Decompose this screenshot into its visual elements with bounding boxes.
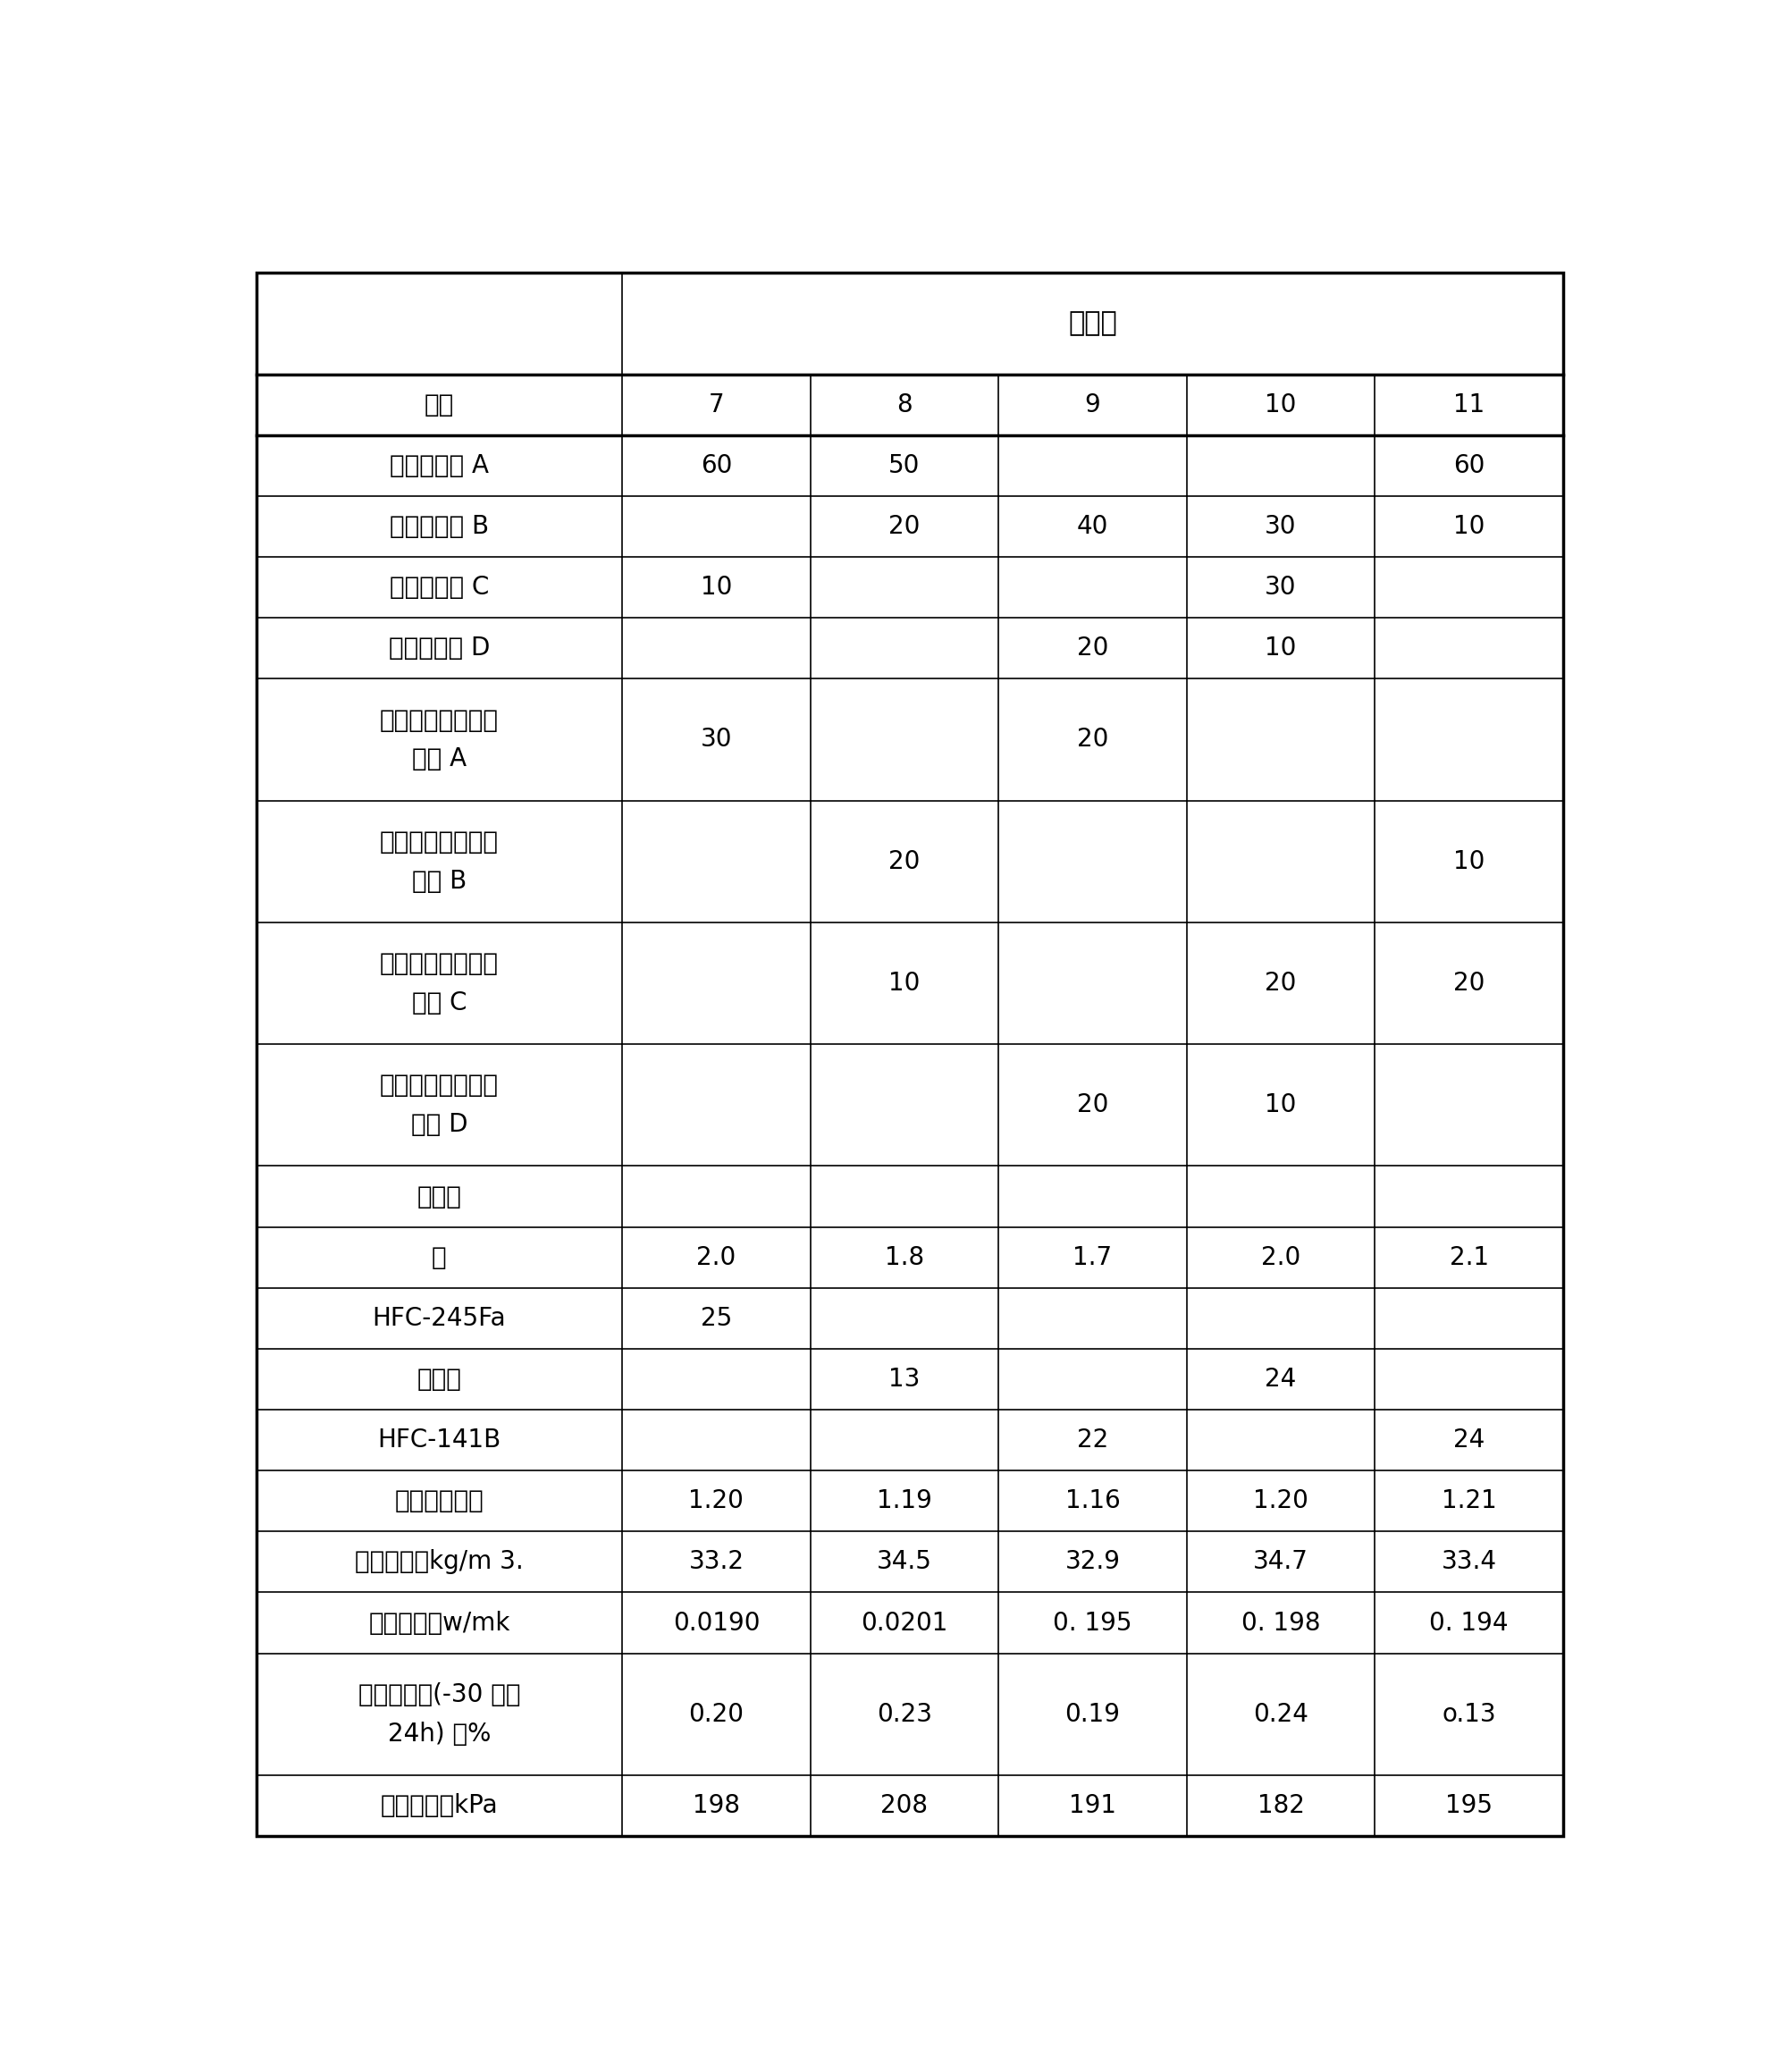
Text: 11: 11 bbox=[1454, 392, 1484, 416]
Text: o.13: o.13 bbox=[1441, 1701, 1496, 1726]
Text: 1.21: 1.21 bbox=[1441, 1488, 1496, 1513]
Text: 30: 30 bbox=[1266, 574, 1298, 599]
Text: 0. 198: 0. 198 bbox=[1241, 1610, 1321, 1635]
Text: 25: 25 bbox=[701, 1305, 731, 1330]
Text: 尺寸稳定性(-30 度，: 尺寸稳定性(-30 度， bbox=[359, 1682, 520, 1707]
Text: 1.7: 1.7 bbox=[1072, 1245, 1113, 1270]
Text: 13: 13 bbox=[889, 1368, 919, 1392]
Text: 34.5: 34.5 bbox=[877, 1550, 932, 1575]
Text: 10: 10 bbox=[701, 574, 731, 599]
Text: 催化剂: 催化剂 bbox=[417, 1183, 462, 1208]
Text: 2.1: 2.1 bbox=[1450, 1245, 1489, 1270]
Text: 60: 60 bbox=[701, 454, 731, 479]
Text: 195: 195 bbox=[1445, 1792, 1493, 1817]
Text: 20: 20 bbox=[889, 850, 919, 874]
Text: 1.16: 1.16 bbox=[1065, 1488, 1120, 1513]
Text: 生物基硬泡聚醚多: 生物基硬泡聚醚多 bbox=[380, 951, 499, 976]
Text: 30: 30 bbox=[701, 727, 731, 752]
Text: HFC-141B: HFC-141B bbox=[378, 1428, 501, 1452]
Text: 24h) ，%: 24h) ，% bbox=[387, 1722, 490, 1747]
Text: 元醇 D: 元醇 D bbox=[410, 1113, 467, 1138]
Text: 10: 10 bbox=[1266, 392, 1298, 416]
Text: 24: 24 bbox=[1454, 1428, 1484, 1452]
Text: 生物基硬泡聚醚多: 生物基硬泡聚醚多 bbox=[380, 829, 499, 854]
Text: 20: 20 bbox=[1077, 1092, 1108, 1117]
Text: 10: 10 bbox=[1454, 850, 1486, 874]
Text: 元醇 C: 元醇 C bbox=[412, 990, 467, 1015]
Text: 聚醚多元醇 D: 聚醚多元醇 D bbox=[389, 636, 490, 661]
Text: 34.7: 34.7 bbox=[1253, 1550, 1308, 1575]
Text: 0. 194: 0. 194 bbox=[1429, 1610, 1509, 1635]
Text: 2.0: 2.0 bbox=[1260, 1245, 1301, 1270]
Text: 1.8: 1.8 bbox=[884, 1245, 925, 1270]
Text: 1.20: 1.20 bbox=[689, 1488, 744, 1513]
Text: 10: 10 bbox=[1266, 636, 1298, 661]
Text: 异氰酸酯指数: 异氰酸酯指数 bbox=[394, 1488, 485, 1513]
Text: 压缩强度，kPa: 压缩强度，kPa bbox=[380, 1792, 499, 1817]
Text: 0.20: 0.20 bbox=[689, 1701, 744, 1726]
Text: 0.0201: 0.0201 bbox=[861, 1610, 948, 1635]
Text: 40: 40 bbox=[1077, 514, 1108, 539]
Text: 导热系数，w/mk: 导热系数，w/mk bbox=[369, 1610, 509, 1635]
Text: 0.19: 0.19 bbox=[1065, 1701, 1120, 1726]
Text: 0.0190: 0.0190 bbox=[673, 1610, 760, 1635]
Text: 元醇 B: 元醇 B bbox=[412, 868, 467, 893]
Text: 32.9: 32.9 bbox=[1065, 1550, 1120, 1575]
Text: 聚醚多元醇 C: 聚醚多元醇 C bbox=[389, 574, 488, 599]
Text: 20: 20 bbox=[1077, 636, 1108, 661]
Text: 182: 182 bbox=[1257, 1792, 1305, 1817]
Text: 聚醚多元醇 A: 聚醚多元醇 A bbox=[390, 454, 488, 479]
Text: 33.2: 33.2 bbox=[689, 1550, 744, 1575]
Text: 生物基硬泡聚醚多: 生物基硬泡聚醚多 bbox=[380, 709, 499, 733]
Text: 24: 24 bbox=[1266, 1368, 1296, 1392]
Text: HFC-245Fa: HFC-245Fa bbox=[373, 1305, 506, 1330]
Text: 9: 9 bbox=[1085, 392, 1100, 416]
Text: 2.0: 2.0 bbox=[696, 1245, 737, 1270]
Text: 10: 10 bbox=[1454, 514, 1486, 539]
Text: 22: 22 bbox=[1077, 1428, 1108, 1452]
Text: 聚醚多元醇 B: 聚醚多元醇 B bbox=[389, 514, 488, 539]
Text: 元醇 A: 元醇 A bbox=[412, 746, 467, 771]
Text: 编号: 编号 bbox=[424, 392, 454, 416]
Text: 1.20: 1.20 bbox=[1253, 1488, 1308, 1513]
Text: 环戊烷: 环戊烷 bbox=[417, 1368, 462, 1392]
Text: 50: 50 bbox=[889, 454, 919, 479]
Text: 实施例: 实施例 bbox=[1069, 311, 1116, 336]
Text: 20: 20 bbox=[889, 514, 919, 539]
Text: 0.23: 0.23 bbox=[877, 1701, 932, 1726]
Text: 33.4: 33.4 bbox=[1441, 1550, 1496, 1575]
Text: 10: 10 bbox=[1266, 1092, 1298, 1117]
Text: 8: 8 bbox=[896, 392, 912, 416]
Text: 7: 7 bbox=[708, 392, 724, 416]
Text: 20: 20 bbox=[1266, 972, 1298, 997]
Text: 水: 水 bbox=[431, 1245, 447, 1270]
Text: 60: 60 bbox=[1454, 454, 1486, 479]
Text: 0.24: 0.24 bbox=[1253, 1701, 1308, 1726]
Text: 生物基硬泡聚醚多: 生物基硬泡聚醚多 bbox=[380, 1073, 499, 1098]
Text: 30: 30 bbox=[1266, 514, 1298, 539]
Text: 20: 20 bbox=[1454, 972, 1486, 997]
Text: 1.19: 1.19 bbox=[877, 1488, 932, 1513]
Text: 198: 198 bbox=[692, 1792, 740, 1817]
Text: 模塑密度，kg/m 3.: 模塑密度，kg/m 3. bbox=[355, 1550, 524, 1575]
Text: 191: 191 bbox=[1069, 1792, 1116, 1817]
Text: 10: 10 bbox=[889, 972, 919, 997]
Text: 20: 20 bbox=[1077, 727, 1108, 752]
Text: 208: 208 bbox=[880, 1792, 928, 1817]
Text: 0. 195: 0. 195 bbox=[1053, 1610, 1132, 1635]
